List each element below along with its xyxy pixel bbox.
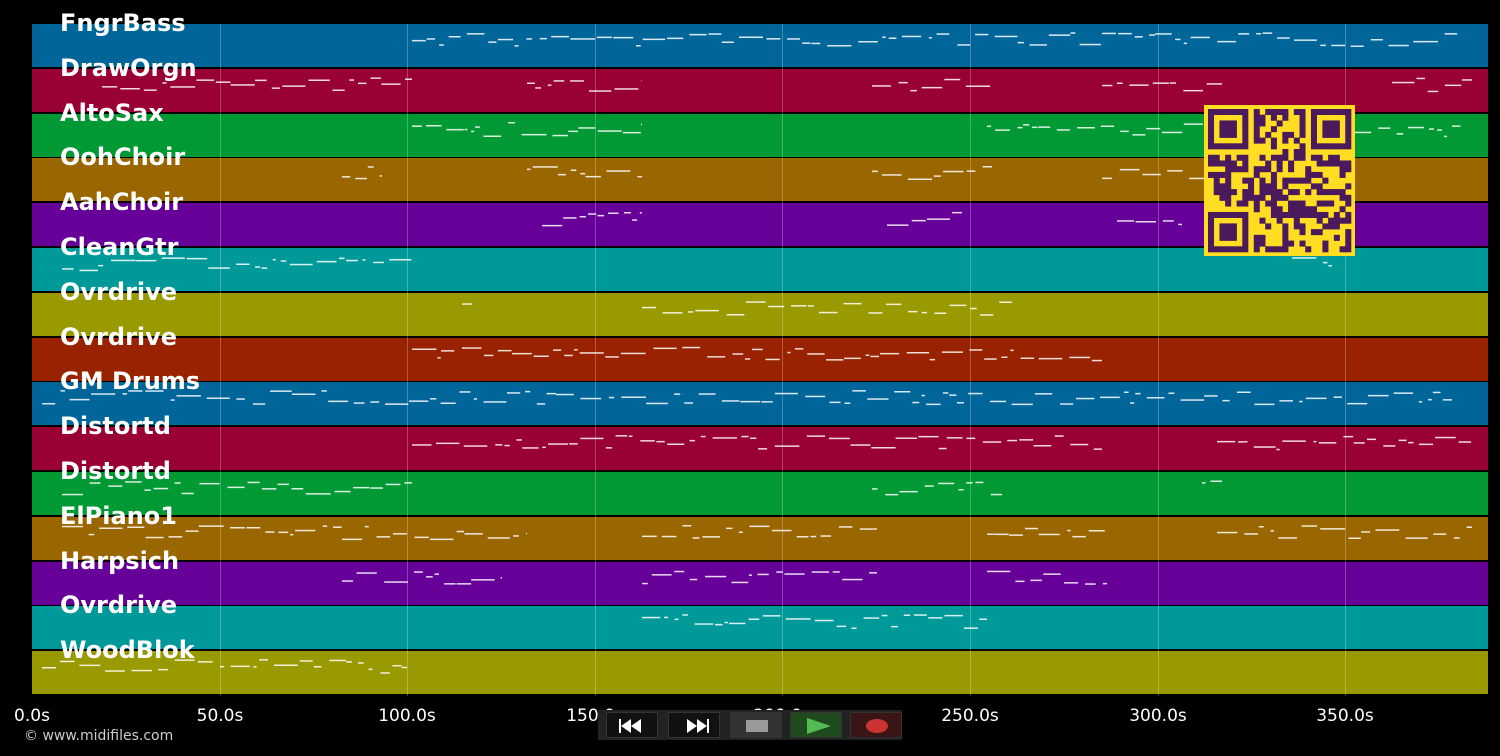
grid-line bbox=[1158, 24, 1159, 696]
track-notes bbox=[62, 480, 1222, 496]
track-lane[interactable] bbox=[32, 651, 1488, 694]
grid-line bbox=[782, 24, 783, 696]
qr-pattern bbox=[1204, 105, 1355, 256]
track-label: ElPiano1 bbox=[60, 502, 177, 530]
grid-line bbox=[1345, 24, 1346, 696]
grid-line bbox=[595, 24, 596, 696]
track-label: Ovrdrive bbox=[60, 278, 178, 306]
track-label: Ovrdrive bbox=[60, 323, 178, 351]
track-notes bbox=[412, 32, 1458, 47]
fast-forward-button[interactable] bbox=[668, 712, 720, 738]
track-label: OohChoir bbox=[60, 143, 186, 171]
track-lane[interactable] bbox=[32, 427, 1488, 470]
play-button[interactable] bbox=[790, 712, 842, 738]
track-lane[interactable] bbox=[32, 472, 1488, 515]
track-label: Harpsich bbox=[60, 547, 180, 575]
time-tick-label: 0.0s bbox=[14, 706, 50, 726]
track-label: CleanGtr bbox=[60, 233, 179, 261]
track-lane[interactable] bbox=[32, 517, 1488, 560]
track-notes bbox=[102, 77, 1472, 93]
stop-icon bbox=[746, 720, 768, 732]
piano-roll[interactable] bbox=[32, 24, 1488, 696]
qr-code bbox=[1204, 105, 1355, 256]
track-notes bbox=[62, 257, 1332, 272]
grid-line bbox=[407, 24, 408, 696]
track-notes bbox=[42, 659, 407, 674]
track-notes bbox=[462, 301, 1012, 316]
track-label: WoodBlok bbox=[60, 636, 195, 664]
time-tick-label: 350.0s bbox=[1316, 706, 1374, 726]
track-lane[interactable] bbox=[32, 606, 1488, 649]
time-tick-label: 250.0s bbox=[941, 706, 999, 726]
track-notes bbox=[542, 211, 1182, 227]
copyright-text: © www.midifiles.com bbox=[24, 728, 174, 744]
record-icon bbox=[866, 719, 888, 733]
track-notes bbox=[642, 614, 987, 629]
track-lane[interactable] bbox=[32, 24, 1488, 67]
track-label: AahChoir bbox=[60, 188, 184, 216]
track-label: AltoSax bbox=[60, 99, 164, 127]
time-tick-label: 300.0s bbox=[1129, 706, 1187, 726]
fast-forward-icon bbox=[687, 719, 709, 733]
track-notes bbox=[62, 525, 1472, 541]
track-notes bbox=[42, 390, 1452, 406]
track-label: Ovrdrive bbox=[60, 591, 178, 619]
track-label: Distortd bbox=[60, 412, 171, 440]
track-label: DrawOrgn bbox=[60, 54, 197, 82]
time-tick-label: 100.0s bbox=[378, 706, 436, 726]
stop-button[interactable] bbox=[730, 712, 782, 738]
grid-line bbox=[220, 24, 221, 696]
play-icon bbox=[807, 718, 831, 734]
track-label: GM Drums bbox=[60, 367, 201, 395]
track-label: FngrBass bbox=[60, 9, 186, 37]
time-tick-label: 50.0s bbox=[196, 706, 244, 726]
transport-controls bbox=[598, 710, 902, 740]
track-lane[interactable] bbox=[32, 562, 1488, 605]
grid-line bbox=[970, 24, 971, 696]
track-notes bbox=[342, 570, 1107, 585]
track-notes bbox=[412, 346, 1102, 362]
rewind-icon bbox=[619, 719, 641, 733]
record-button[interactable] bbox=[850, 712, 902, 738]
rewind-button[interactable] bbox=[606, 712, 658, 738]
track-label: Distortd bbox=[60, 457, 171, 485]
track-lane[interactable] bbox=[32, 382, 1488, 425]
track-lane[interactable] bbox=[32, 293, 1488, 336]
track-lane[interactable] bbox=[32, 69, 1488, 112]
track-lane[interactable] bbox=[32, 338, 1488, 381]
track-notes bbox=[412, 435, 1472, 451]
